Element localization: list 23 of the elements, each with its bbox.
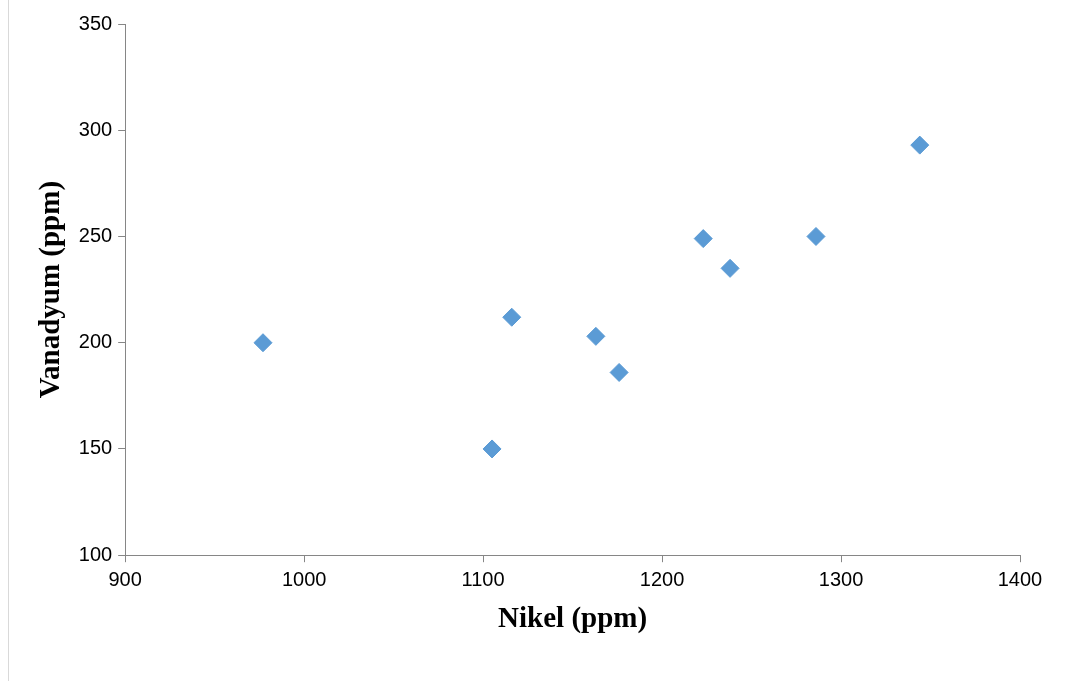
point (910, 135, 930, 155)
point (253, 333, 273, 353)
y-tick-label: 200 (78, 330, 113, 353)
y-tick-label: 300 (78, 117, 113, 140)
point (609, 362, 629, 382)
point (720, 258, 740, 278)
y-axis-title: Vanadyum (ppm) (32, 180, 66, 399)
point (806, 226, 826, 246)
point (482, 439, 502, 459)
x-axis-title: Nikel (ppm) (498, 601, 648, 635)
point (502, 307, 522, 327)
x-tick-label: 900 (108, 567, 142, 590)
x-tick-label: 1100 (461, 567, 505, 590)
y-tick-label: 150 (78, 436, 113, 459)
x-tick-label: 1400 (997, 567, 1043, 590)
y-tick-label: 350 (78, 11, 113, 34)
x-tick-label: 1200 (639, 567, 685, 590)
y-tick-label: 250 (78, 224, 113, 246)
y-tick-label: 100 (78, 542, 113, 565)
point (586, 326, 606, 346)
x-tick-label: 1300 (818, 567, 864, 590)
x-tick-label: 1000 (281, 567, 327, 590)
point (693, 229, 713, 249)
